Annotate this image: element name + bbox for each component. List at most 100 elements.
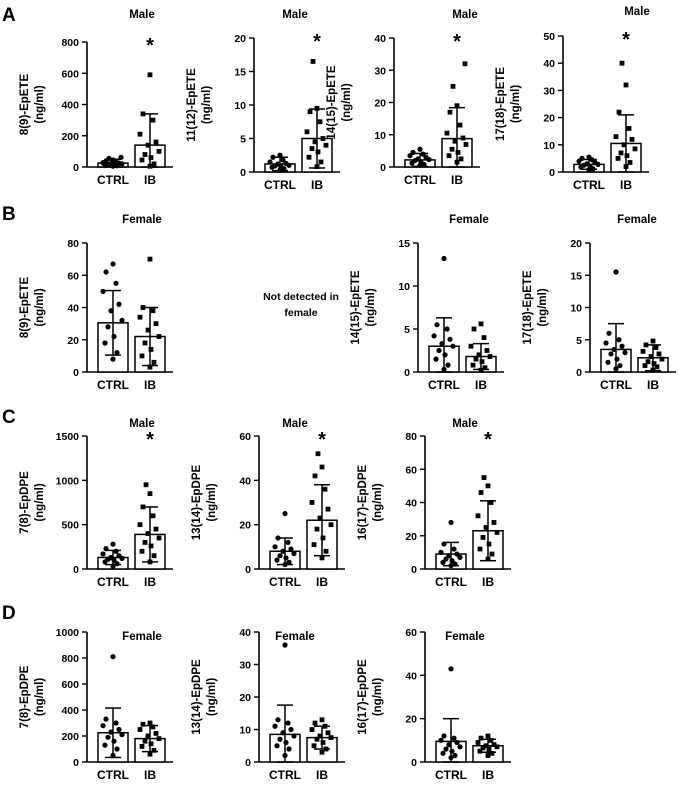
chart-3-point-ib-9	[457, 122, 463, 128]
chart-1-point-ctrl-11	[110, 157, 116, 163]
chart-13-point-ctrl-1	[286, 746, 292, 752]
chart-4-point-ib-9	[626, 126, 632, 131]
chart-3-ylabel: 14(15)-EpETE	[326, 65, 338, 139]
chart-5-point-ctrl-0	[110, 356, 116, 362]
chart-13-ytick-label-3: 30	[239, 660, 251, 672]
chart-13-point-ctrl-5	[291, 733, 297, 739]
chart-11-point-ctrl-7	[454, 551, 460, 557]
chart-4-category-ctrl: CTRL	[573, 178, 605, 192]
chart-12-ytick-label-3: 600	[61, 679, 79, 691]
chart-5-point-ctrl-3	[111, 333, 117, 340]
chart-12-point-ctrl-0	[110, 752, 116, 759]
chart-3-point-ctrl-11	[417, 146, 423, 152]
chart-12-point-ib-4	[142, 738, 148, 744]
chart-12-point-ib-2	[139, 744, 145, 749]
chart-1-category-ctrl: CTRL	[97, 173, 129, 187]
chart-12-point-ib-5	[156, 736, 162, 741]
chart-2-point-ctrl-11	[277, 152, 283, 158]
chart-11-point-ctrl-3	[449, 558, 455, 564]
chart-3-significance-ib: *	[453, 31, 461, 53]
chart-13-point-ib-8	[309, 727, 315, 732]
chart-10-point-ctrl-4	[277, 553, 283, 559]
chart-5-ytick-label-3: 60	[67, 270, 79, 282]
chart-1-point-ib-1	[151, 161, 157, 167]
chart-11-ytick-label-1: 20	[405, 531, 417, 543]
chart-9-point-ctrl-7	[116, 553, 122, 559]
chart-7-point-ctrl-11	[441, 255, 447, 262]
chart-4-point-ib-7	[629, 136, 635, 142]
chart-10-point-ib-7	[325, 506, 331, 512]
chart-7-point-ib-7	[484, 348, 490, 353]
chart-11-point-ib-4	[480, 535, 486, 540]
chart-1-significance-ib: *	[146, 35, 154, 57]
chart-4-point-ib-3	[624, 153, 630, 159]
chart-9-category-ctrl: CTRL	[97, 575, 129, 589]
chart-3-point-ib-4	[449, 146, 455, 152]
chart-1-point-ib-8	[137, 131, 143, 137]
chart-13-ytick-label-4: 40	[239, 627, 251, 639]
chart-10-category-ctrl: CTRL	[269, 575, 301, 589]
chart-2-point-ib-6	[312, 139, 318, 145]
chart-14-title: Female	[445, 631, 485, 643]
chart-12-point-ib-7	[153, 731, 159, 736]
chart-4-point-ib-5	[632, 146, 638, 152]
chart-12-point-ctrl-2	[102, 742, 108, 748]
chart-12-ytick-label-5: 1000	[56, 627, 80, 639]
chart-14-category-ctrl: CTRL	[435, 768, 467, 782]
chart-7-point-ctrl-10	[434, 322, 440, 328]
chart-3-ytick-label-4: 40	[374, 33, 386, 45]
chart-1-point-ib-6	[145, 142, 151, 148]
panel-letter-a: A	[2, 5, 16, 26]
chart-14-point-ctrl-8	[438, 737, 444, 743]
chart-1-point-ctrl-12	[106, 155, 112, 162]
chart-8-point-ctrl-0	[613, 366, 619, 372]
chart-1-point-ctrl-13	[118, 154, 124, 160]
chart-10-point-ctrl-7	[288, 546, 294, 552]
chart-5-point-ctrl-10	[103, 269, 109, 275]
chart-5-ylabel: 8(9)-EpETE	[19, 277, 31, 339]
chart-5-point-ib-6	[145, 327, 151, 333]
chart-8-point-ib-10	[643, 342, 649, 348]
chart-14-point-ib-11	[485, 733, 491, 739]
chart-2-point-ctrl-6	[275, 161, 281, 167]
chart-11-point-ib-5	[494, 530, 500, 535]
chart-5-point-ctrl-9	[113, 280, 119, 286]
chart-2-yunit: (ng/ml)	[201, 86, 213, 124]
chart-11-point-ib-3	[486, 541, 492, 547]
chart-2-point-ctrl-10	[270, 154, 276, 160]
chart-12-point-ib-0	[147, 751, 153, 757]
chart-11-point-ib-1	[489, 551, 495, 557]
chart-1-ytick-label-4: 800	[61, 37, 79, 49]
chart-5-point-ib-10	[140, 305, 146, 310]
chart-9-yunit: (ng/ml)	[34, 483, 46, 521]
chart-7-point-ib-2	[470, 362, 476, 368]
chart-12-point-ctrl-3	[111, 738, 117, 744]
chart-3-yunit: (ng/ml)	[341, 83, 353, 121]
chart-12-point-ctrl-8	[100, 723, 106, 729]
chart-13-point-ctrl-4	[277, 736, 283, 742]
chart-13-point-ib-0	[319, 749, 325, 755]
chart-4-point-ib-2	[615, 156, 621, 161]
chart-9-point-ib-6	[145, 531, 151, 536]
chart-11-point-ib-12	[481, 475, 487, 480]
chart-8-ytick-label-0: 0	[576, 367, 582, 379]
chart-12-point-ib-1	[151, 747, 157, 753]
chart-13-ylabel: 13(14)-EpDPE	[191, 659, 203, 735]
chart-11-point-ib-7	[491, 520, 497, 525]
chart-8-point-ib-6	[648, 354, 654, 359]
chart-7-point-ctrl-9	[444, 326, 450, 332]
chart-12-point-ib-10	[140, 721, 146, 727]
chart-1-point-ib-9	[150, 117, 156, 123]
chart-9-point-ib-3	[148, 543, 154, 549]
chart-12-point-ctrl-9	[113, 720, 119, 726]
chart-12-yunit: (ng/ml)	[34, 678, 46, 716]
chart-10-point-ctrl-3	[283, 555, 289, 561]
chart-2-point-ib-9	[317, 119, 323, 125]
chart-7-point-ctrl-2	[433, 356, 439, 362]
chart-10-point-ib-5	[328, 522, 334, 528]
chart-2-ytick-label-1: 5	[240, 134, 246, 146]
chart-14-ytick-label-3: 60	[405, 627, 417, 639]
chart-13-point-ctrl-8	[272, 723, 278, 729]
chart-9-ytick-label-3: 1500	[56, 431, 80, 443]
